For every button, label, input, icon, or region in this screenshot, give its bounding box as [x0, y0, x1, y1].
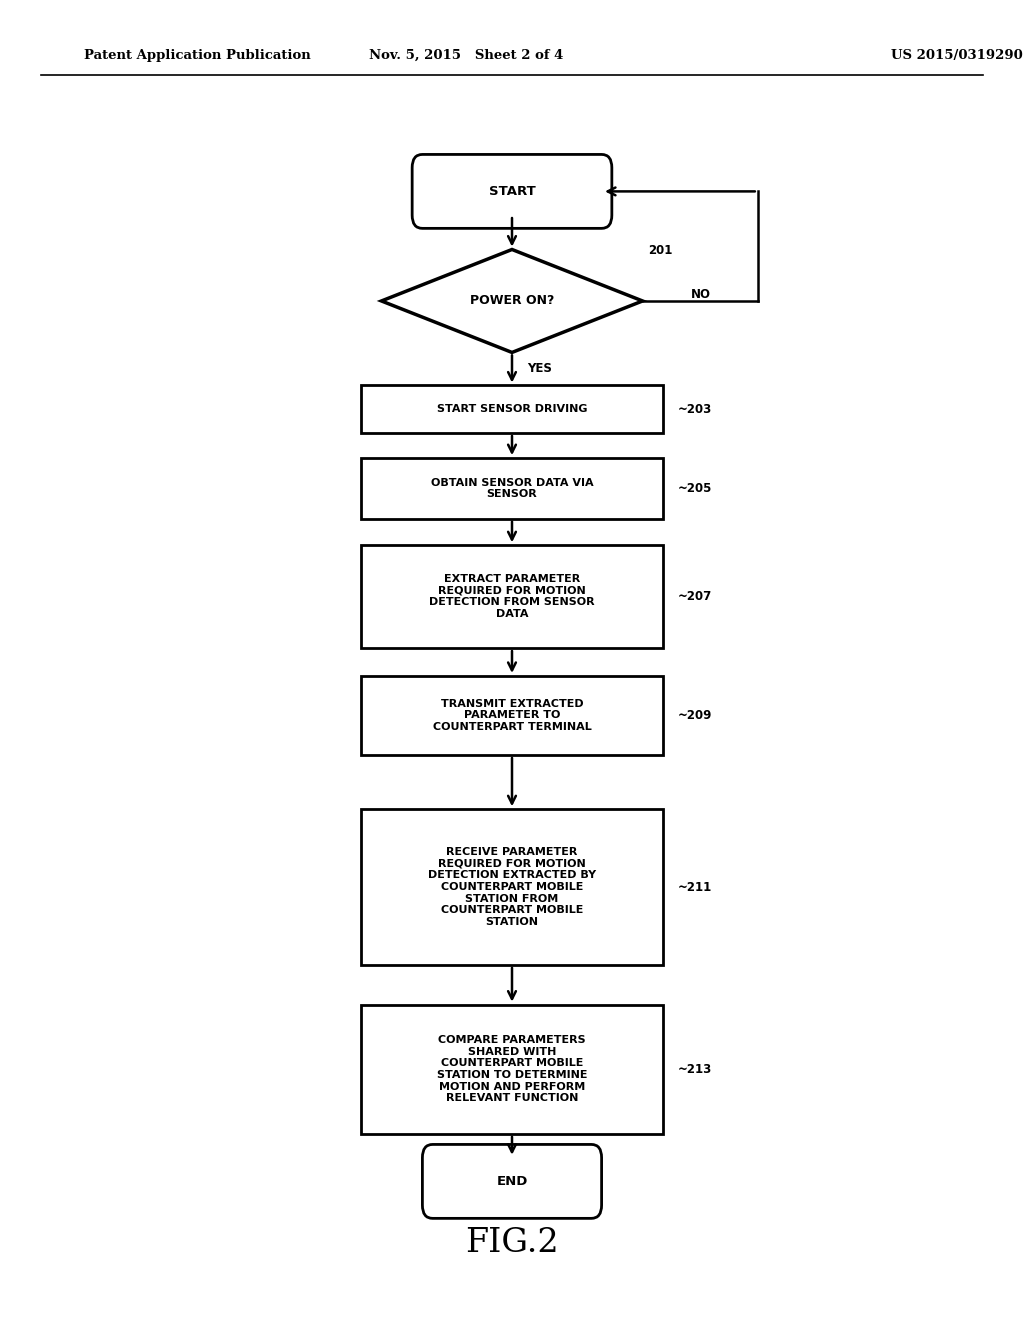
Text: ~207: ~207	[678, 590, 712, 603]
Bar	[361, 1005, 664, 1134]
Text: EXTRACT PARAMETER
REQUIRED FOR MOTION
DETECTION FROM SENSOR
DATA: EXTRACT PARAMETER REQUIRED FOR MOTION DE…	[429, 574, 595, 619]
Text: ~203: ~203	[678, 403, 712, 416]
Text: END: END	[497, 1175, 527, 1188]
Bar	[361, 385, 664, 433]
Text: ~209: ~209	[678, 709, 713, 722]
FancyBboxPatch shape	[422, 1144, 601, 1218]
Text: START SENSOR DRIVING: START SENSOR DRIVING	[437, 404, 587, 414]
Bar	[361, 676, 664, 755]
Text: RECEIVE PARAMETER
REQUIRED FOR MOTION
DETECTION EXTRACTED BY
COUNTERPART MOBILE
: RECEIVE PARAMETER REQUIRED FOR MOTION DE…	[428, 847, 596, 927]
Text: ~211: ~211	[678, 880, 712, 894]
Text: Nov. 5, 2015   Sheet 2 of 4: Nov. 5, 2015 Sheet 2 of 4	[369, 49, 563, 62]
Bar	[361, 545, 664, 648]
Text: OBTAIN SENSOR DATA VIA
SENSOR: OBTAIN SENSOR DATA VIA SENSOR	[431, 478, 593, 499]
Text: 201: 201	[648, 244, 673, 257]
Bar	[361, 809, 664, 965]
Text: ~213: ~213	[678, 1063, 712, 1076]
Text: US 2015/0319290 A1: US 2015/0319290 A1	[891, 49, 1024, 62]
FancyBboxPatch shape	[412, 154, 611, 228]
Text: POWER ON?: POWER ON?	[470, 294, 554, 308]
Text: ~205: ~205	[678, 482, 713, 495]
Bar	[361, 458, 664, 519]
Text: NO: NO	[691, 288, 712, 301]
Text: COMPARE PARAMETERS
SHARED WITH
COUNTERPART MOBILE
STATION TO DETERMINE
MOTION AN: COMPARE PARAMETERS SHARED WITH COUNTERPA…	[437, 1035, 587, 1104]
Polygon shape	[381, 249, 643, 352]
Text: START: START	[488, 185, 536, 198]
Text: Patent Application Publication: Patent Application Publication	[84, 49, 310, 62]
Text: YES: YES	[527, 362, 552, 375]
Text: TRANSMIT EXTRACTED
PARAMETER TO
COUNTERPART TERMINAL: TRANSMIT EXTRACTED PARAMETER TO COUNTERP…	[432, 698, 592, 733]
Text: FIG.2: FIG.2	[465, 1228, 559, 1259]
